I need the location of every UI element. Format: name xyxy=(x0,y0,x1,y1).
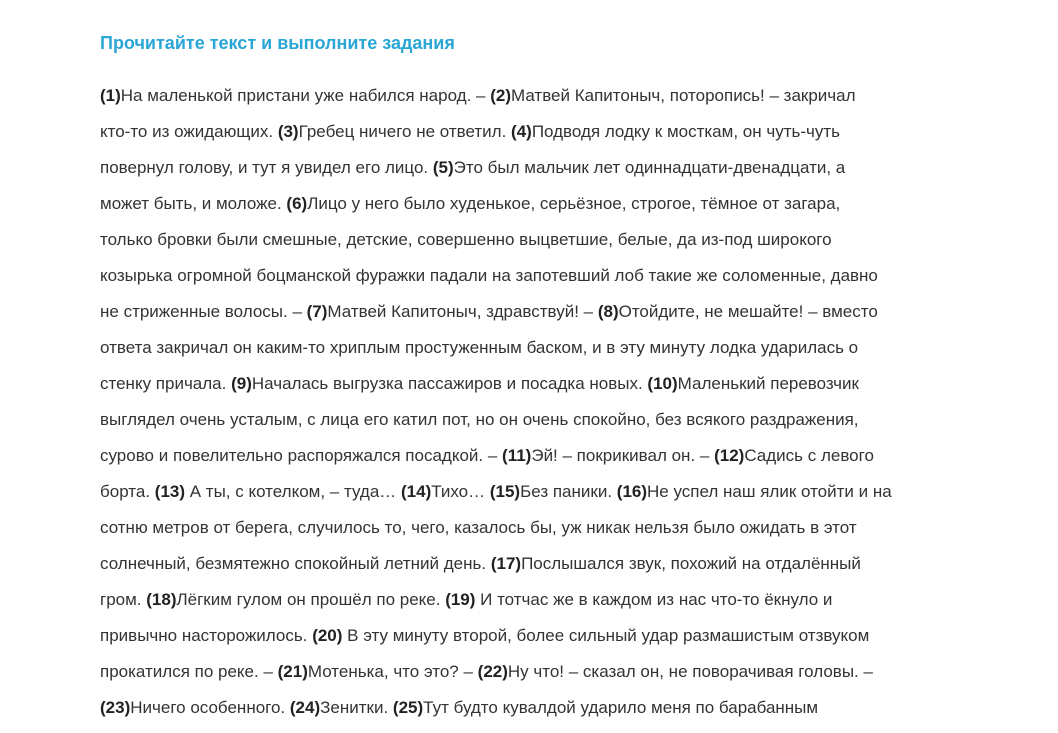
sentence-text: кто-то из ожидающих. xyxy=(100,122,278,141)
sentence-number: (7) xyxy=(306,302,328,321)
reading-text: (1)На маленькой пристани уже набился нар… xyxy=(100,84,892,732)
sentence-text: выглядел очень усталым, с лица его катил… xyxy=(100,410,859,429)
sentence-number: (10) xyxy=(647,374,678,393)
sentence-text: Послышался звук, похожий на отдалённый xyxy=(521,554,861,573)
text-line: (1)На маленькой пристани уже набился нар… xyxy=(100,84,892,120)
sentence-text: борта. xyxy=(100,482,155,501)
sentence-number: (18) xyxy=(146,590,177,609)
sentence-number: (19) xyxy=(445,590,476,609)
sentence-text: Ничего особенного. xyxy=(130,698,290,717)
sentence-text: может быть, и моложе. xyxy=(100,194,287,213)
sentence-text: Лёгким гулом он прошёл по реке. xyxy=(176,590,446,609)
text-line: не стриженные волосы. – (7)Матвей Капито… xyxy=(100,300,892,336)
sentence-text: гром. xyxy=(100,590,147,609)
text-line: (23)Ничего особенного. (24)Зенитки. (25)… xyxy=(100,696,892,732)
sentence-text: На маленькой пристани уже набился народ.… xyxy=(120,86,491,105)
sentence-number: (9) xyxy=(231,374,252,393)
sentence-text: Садись с левого xyxy=(744,446,874,465)
sentence-number: (1) xyxy=(100,86,121,105)
sentence-text: сотню метров от берега, случилось то, че… xyxy=(100,518,857,537)
sentence-number: (6) xyxy=(286,194,308,213)
sentence-text: Отойдите, не мешайте! – вместо xyxy=(618,302,878,321)
text-line: повернул голову, и тут я увидел его лицо… xyxy=(100,156,892,192)
sentence-number: (24) xyxy=(289,698,321,717)
sentence-text: Тихо… xyxy=(431,482,490,501)
text-line: привычно насторожилось. (20) В эту минут… xyxy=(100,624,892,660)
text-line: стенку причала. (9)Началась выгрузка пас… xyxy=(100,372,892,408)
sentence-text: Мотенька, что это? – xyxy=(307,662,478,681)
sentence-text: Не успел наш ялик отойти и на xyxy=(647,482,892,501)
sentence-text: привычно насторожилось. xyxy=(100,626,313,645)
text-line: выглядел очень усталым, с лица его катил… xyxy=(100,408,892,444)
text-line: борта. (13) А ты, с котелком, – туда… (1… xyxy=(100,480,892,516)
sentence-text: Лицо у него было худенькое, серьёзное, с… xyxy=(307,194,841,213)
sentence-text: ответа закричал он каким-то хриплым прос… xyxy=(100,338,859,357)
text-line: ответа закричал он каким-то хриплым прос… xyxy=(100,336,892,372)
sentence-number: (20) xyxy=(312,626,343,645)
sentence-number: (17) xyxy=(490,554,522,573)
sentence-number: (13) xyxy=(154,482,186,501)
text-line: козырька огромной боцманской фуражки пад… xyxy=(100,264,892,300)
text-line: сотню метров от берега, случилось то, че… xyxy=(100,516,892,552)
sentence-number: (2) xyxy=(490,86,511,105)
sentence-text: Эй! – покрикивал он. – xyxy=(531,446,715,465)
sentence-text: Матвей Капитоныч, здравствуй! – xyxy=(327,302,598,321)
sentence-text: В эту минуту второй, более сильный удар … xyxy=(342,626,870,645)
sentence-number: (16) xyxy=(616,482,648,501)
sentence-number: (14) xyxy=(401,482,432,501)
text-line: сурово и повелительно распоряжался посад… xyxy=(100,444,892,480)
sentence-text: Подводя лодку к мосткам, он чуть-чуть xyxy=(531,122,840,141)
sentence-text: стенку причала. xyxy=(100,374,232,393)
sentence-text: не стриженные волосы. – xyxy=(100,302,307,321)
sentence-text: Маленький перевозчик xyxy=(677,374,859,393)
sentence-text: Это был мальчик лет одиннадцати-двенадца… xyxy=(453,158,846,177)
sentence-text: Без паники. xyxy=(520,482,617,501)
sentence-number: (11) xyxy=(502,446,532,465)
sentence-text: повернул голову, и тут я увидел его лицо… xyxy=(100,158,433,177)
text-line: только бровки были смешные, детские, сов… xyxy=(100,228,892,264)
sentence-number: (23) xyxy=(100,698,131,717)
sentence-text: солнечный, безмятежно спокойный летний д… xyxy=(100,554,491,573)
sentence-text: Зенитки. xyxy=(320,698,393,717)
sentence-number: (5) xyxy=(432,158,454,177)
sentence-text: А ты, с котелком, – туда… xyxy=(185,482,401,501)
sentence-number: (3) xyxy=(277,122,299,141)
sentence-text: Гребец ничего не ответил. xyxy=(298,122,512,141)
sentence-number: (22) xyxy=(477,662,508,681)
sentence-number: (8) xyxy=(597,302,619,321)
sentence-number: (25) xyxy=(392,698,424,717)
task-heading: Прочитайте текст и выполните задания xyxy=(100,33,455,53)
sentence-text: Матвей Капитоныч, поторопись! – закричал xyxy=(510,86,856,105)
sentence-text: Началась выгрузка пассажиров и посадка н… xyxy=(251,374,648,393)
sentence-number: (4) xyxy=(511,122,532,141)
sentence-text: Тут будто кувалдой ударило меня по бараб… xyxy=(423,698,819,717)
text-line: кто-то из ожидающих. (3)Гребец ничего не… xyxy=(100,120,892,156)
sentence-number: (21) xyxy=(277,662,308,681)
sentence-text: И тотчас же в каждом из нас что-то ёкнул… xyxy=(475,590,833,609)
text-line: солнечный, безмятежно спокойный летний д… xyxy=(100,552,892,588)
text-line: прокатился по реке. – (21)Мотенька, что … xyxy=(100,660,892,696)
sentence-text: прокатился по реке. – xyxy=(100,662,278,681)
sentence-number: (15) xyxy=(489,482,521,501)
sentence-text: сурово и повелительно распоряжался посад… xyxy=(100,446,503,465)
sentence-number: (12) xyxy=(714,446,745,465)
text-line: может быть, и моложе. (6)Лицо у него был… xyxy=(100,192,892,228)
sentence-text: козырька огромной боцманской фуражки пад… xyxy=(100,266,878,285)
text-line: гром. (18)Лёгким гулом он прошёл по реке… xyxy=(100,588,892,624)
sentence-text: Ну что! – сказал он, не поворачивая голо… xyxy=(507,662,873,681)
sentence-text: только бровки были смешные, детские, сов… xyxy=(100,230,832,249)
